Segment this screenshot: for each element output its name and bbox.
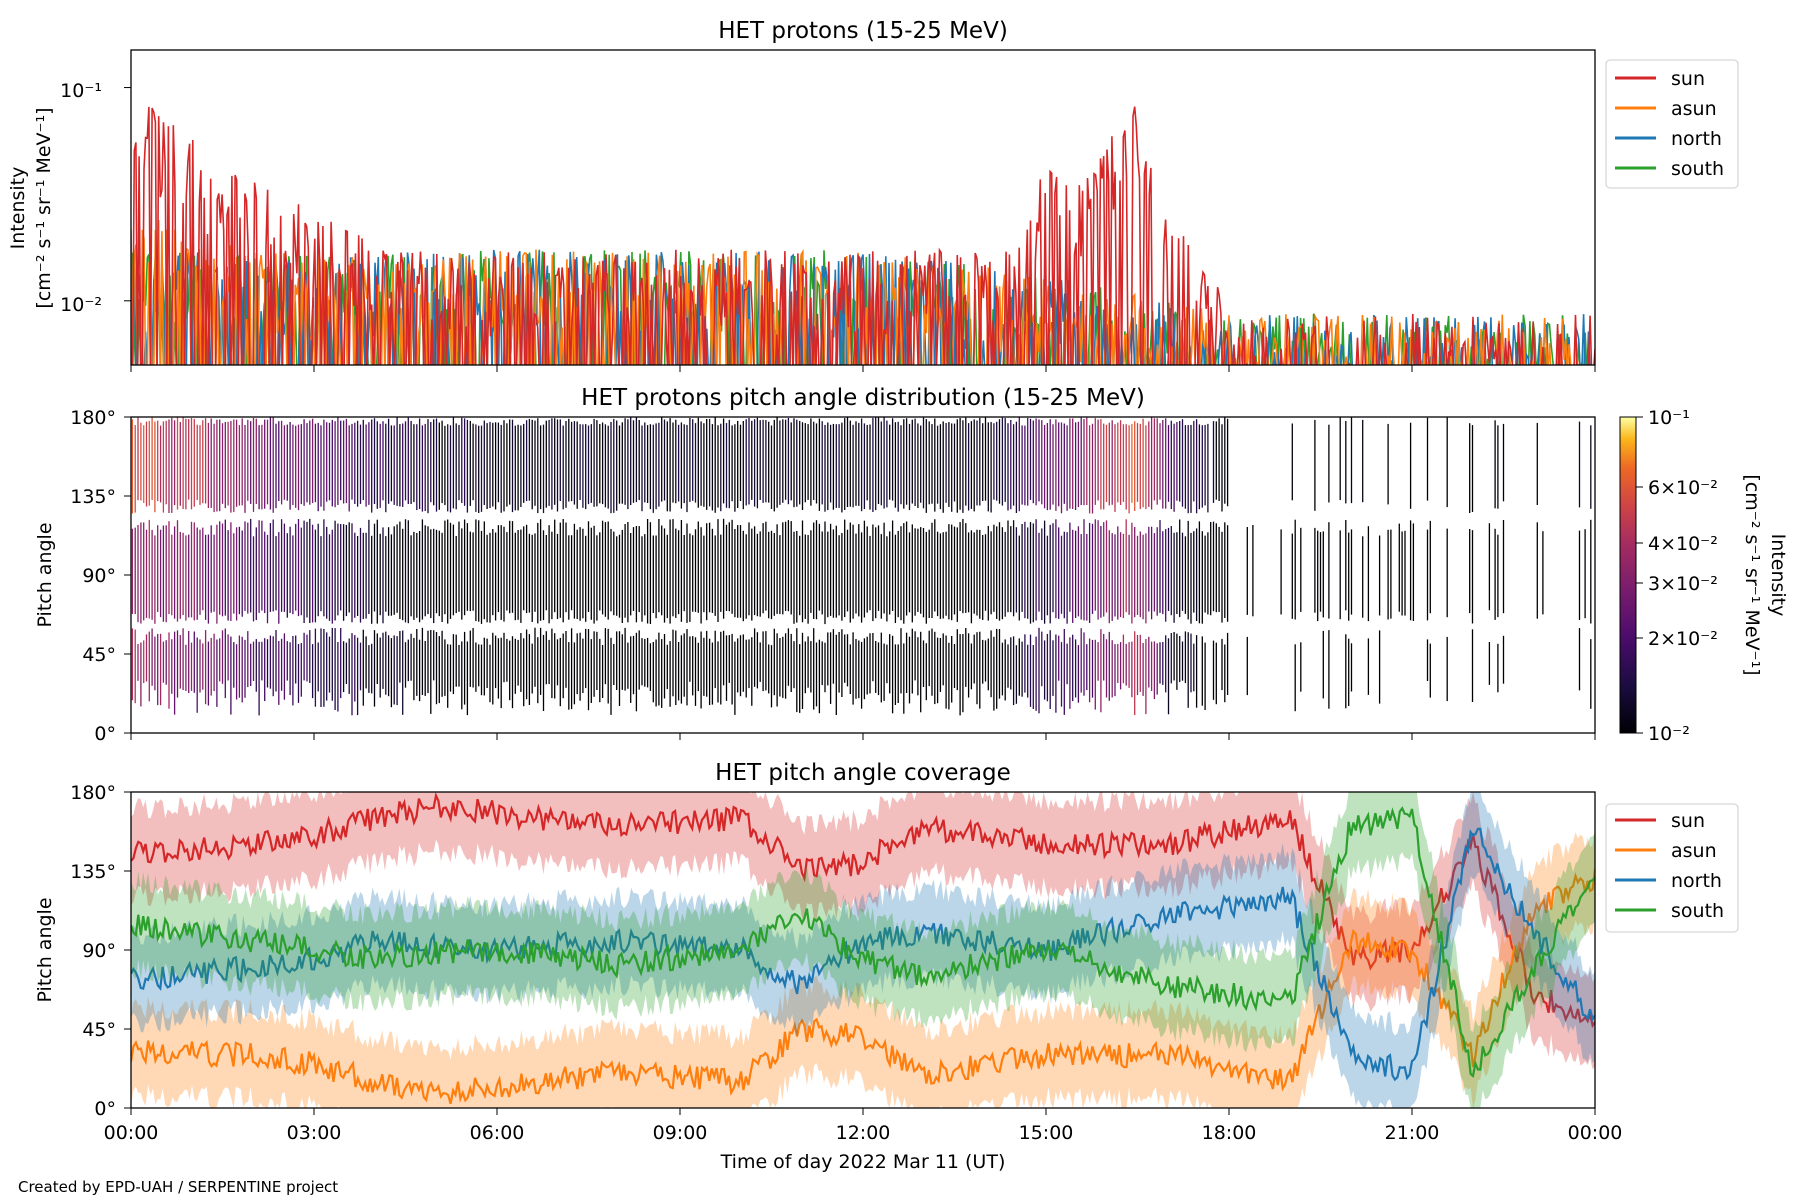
panel2-frame	[130, 416, 1596, 734]
legend-box	[1605, 59, 1739, 189]
panel3-ytick-180: 180°	[70, 782, 116, 804]
coverage-plot-area	[131, 792, 1595, 1108]
coverage-band-sun	[131, 792, 1595, 1070]
series-line-north	[131, 249, 1591, 365]
x-tick-label: 09:00	[653, 1122, 708, 1144]
legend-label-south: south	[1671, 900, 1724, 922]
panel2-ticks	[124, 416, 1596, 740]
panel1-ticks	[124, 87, 1596, 372]
legend-label-asun: asun	[1671, 840, 1717, 862]
panel2-ytick-45: 45°	[82, 644, 116, 666]
coverage-band-asun	[131, 825, 1595, 1108]
x-tick-label: 12:00	[836, 1122, 891, 1144]
x-tick-label: 15:00	[1019, 1122, 1074, 1144]
colorbar-label-line2: [cm⁻² s⁻¹ sr⁻¹ MeV⁻¹]	[1741, 474, 1763, 675]
panel2-ytick-135: 135°	[70, 486, 116, 508]
legend-label-asun: asun	[1671, 98, 1717, 120]
cb-label-1e-2: 10⁻²	[1648, 723, 1690, 745]
panel3-legend: sun asun north south	[1605, 803, 1739, 933]
panel3-ytick-135: 135°	[70, 861, 116, 883]
series-line-sun	[131, 106, 1595, 365]
panel3-ytick-45: 45°	[82, 1019, 116, 1041]
legend-label-sun: sun	[1671, 68, 1705, 90]
panel3-title: HET pitch angle coverage	[715, 760, 1011, 786]
cb-label-6e-2: 6×10⁻²	[1648, 477, 1718, 499]
coverage-band-south	[131, 792, 1595, 1108]
x-tick-label: 00:00	[104, 1122, 159, 1144]
colorbar-ticks	[1636, 416, 1643, 734]
x-tick-labels: 00:00 03:00 06:00 09:00 12:00 15:00 18:00 21:00…	[104, 1122, 1623, 1144]
x-tick-label: 00:00	[1568, 1122, 1623, 1144]
panel1-ylabel-line2: [cm⁻² s⁻¹ sr⁻¹ MeV⁻¹]	[33, 107, 55, 308]
panel2-ytick-180: 180°	[70, 407, 116, 429]
panel3-ytick-0: 0°	[94, 1098, 116, 1120]
legend-label-north: north	[1671, 870, 1722, 892]
coverage-band-north	[131, 792, 1595, 1108]
x-tick-label: 18:00	[1202, 1122, 1257, 1144]
panel3-ytick-90: 90°	[82, 940, 116, 962]
panel1-ylabel-line1: Intensity	[7, 167, 29, 250]
coverage-line-south	[131, 806, 1595, 1079]
cb-label-3e-2: 3×10⁻²	[1648, 573, 1718, 595]
legend-label-sun: sun	[1671, 810, 1705, 832]
colorbar-label-line1: Intensity	[1767, 534, 1789, 617]
panel1-title: HET protons (15-25 MeV)	[718, 18, 1008, 44]
cb-label-4e-2: 4×10⁻²	[1648, 533, 1718, 555]
panel3-ticks	[124, 791, 1596, 1115]
panel3-ylabel: Pitch angle	[34, 897, 56, 1002]
intensity-plot-area	[131, 106, 1595, 365]
cb-label-1e-1: 10⁻¹	[1648, 407, 1690, 429]
coverage-line-asun	[131, 869, 1595, 1105]
colorbar	[1619, 416, 1637, 734]
cb-label-2e-2: 2×10⁻²	[1648, 628, 1718, 650]
panel1-legend: sun asun north south	[1605, 59, 1739, 189]
x-axis-label: Time of day 2022 Mar 11 (UT)	[720, 1151, 1006, 1173]
pad-plot-area	[131, 417, 1592, 716]
coverage-line-north	[131, 827, 1595, 1082]
x-tick-label: 03:00	[287, 1122, 342, 1144]
panel2-ytick-0: 0°	[94, 723, 116, 745]
panel1-ytick-top: 10⁻¹	[60, 80, 102, 102]
panel1-ytick-bottom: 10⁻²	[60, 294, 102, 316]
panel2-ylabel: Pitch angle	[34, 522, 56, 627]
legend-box	[1605, 803, 1739, 933]
x-tick-label: 21:00	[1385, 1122, 1440, 1144]
panel2-title: HET protons pitch angle distribution (15…	[581, 385, 1145, 411]
legend-label-north: north	[1671, 128, 1722, 150]
legend-label-south: south	[1671, 158, 1724, 180]
footer-credit: Created by EPD-UAH / SERPENTINE project	[18, 1178, 338, 1196]
x-tick-label: 06:00	[470, 1122, 525, 1144]
panel2-ytick-90: 90°	[82, 565, 116, 587]
